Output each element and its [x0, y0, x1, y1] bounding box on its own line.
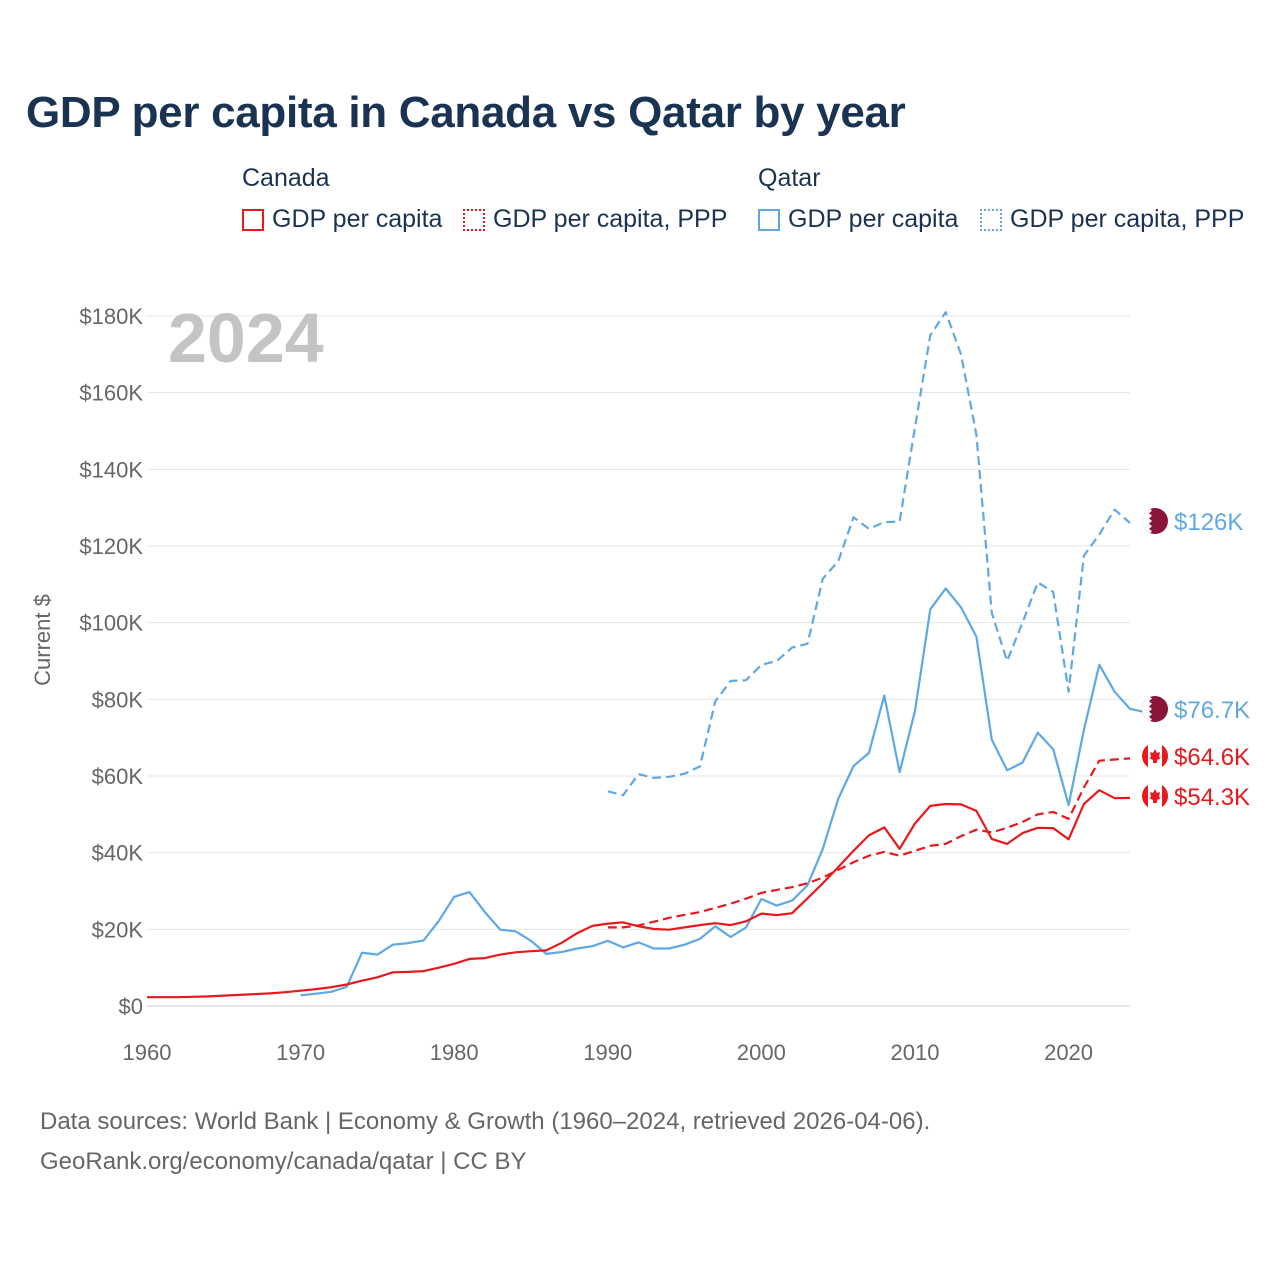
y-tick-label: $0: [119, 994, 143, 1019]
y-tick-label: $20K: [92, 917, 144, 942]
y-tick-label: $60K: [92, 764, 144, 789]
series-end-label: $126K: [1174, 509, 1243, 536]
legend-item-qatar-gdp[interactable]: GDP per capita: [758, 205, 958, 234]
legend-item-canada-gdp[interactable]: GDP per capita: [242, 205, 442, 234]
series-line-canada-ppp[interactable]: [607, 757, 1131, 929]
y-tick-label: $100K: [79, 611, 143, 636]
canada-flag-icon: [1142, 783, 1168, 809]
legend-swatch-dotted-red: [463, 208, 485, 231]
x-tick-label: 2020: [1044, 1040, 1093, 1065]
sources-line-1: Data sources: World Bank | Economy & Gro…: [40, 1108, 931, 1135]
y-tick-label: $120K: [79, 534, 143, 559]
series-line-qatar-ppp[interactable]: [607, 311, 1131, 797]
legend-item-qatar-gdp-ppp[interactable]: GDP per capita, PPP: [980, 205, 1244, 234]
legend-label: GDP per capita, PPP: [1010, 205, 1245, 233]
series-end-label: $54.3K: [1174, 784, 1250, 811]
x-tick-label: 1980: [430, 1040, 479, 1065]
legend-swatch-dotted-blue: [980, 208, 1002, 231]
year-watermark: 2024: [168, 299, 324, 377]
canada-flag-icon: [1142, 743, 1168, 769]
series-line-canada[interactable]: [147, 789, 1131, 999]
legend-label: GDP per capita: [788, 205, 959, 233]
y-tick-label: $180K: [79, 304, 143, 329]
y-tick-label: $160K: [79, 381, 143, 406]
legend-item-canada-gdp-ppp[interactable]: GDP per capita, PPP: [463, 205, 727, 234]
y-tick-label: $80K: [92, 687, 144, 712]
y-tick-label: $140K: [79, 457, 143, 482]
legend-swatch-solid-blue: [758, 208, 780, 231]
legend-label: GDP per capita: [272, 205, 443, 233]
chart-title: GDP per capita in Canada vs Qatar by yea…: [26, 88, 906, 137]
legend-group-qatar: Qatar: [758, 164, 821, 192]
legend-label: GDP per capita, PPP: [493, 205, 728, 233]
x-tick-label: 1970: [276, 1040, 325, 1065]
series-line-qatar[interactable]: [300, 587, 1146, 997]
legend-group-canada: Canada: [242, 164, 330, 192]
series-end-label: $64.6K: [1174, 744, 1250, 771]
x-tick-label: 1990: [583, 1040, 632, 1065]
sources-line-2[interactable]: GeoRank.org/economy/canada/qatar | CC BY: [40, 1148, 527, 1175]
series-end-label: $76.7K: [1174, 697, 1250, 724]
x-tick-label: 2010: [890, 1040, 939, 1065]
qatar-flag-icon: [1142, 508, 1168, 534]
x-tick-label: 1960: [123, 1040, 172, 1065]
qatar-flag-icon: [1142, 696, 1168, 722]
legend-swatch-solid-red: [242, 208, 264, 231]
y-tick-label: $40K: [92, 841, 144, 866]
x-tick-label: 2000: [737, 1040, 786, 1065]
y-axis-label: Current $: [30, 594, 55, 686]
